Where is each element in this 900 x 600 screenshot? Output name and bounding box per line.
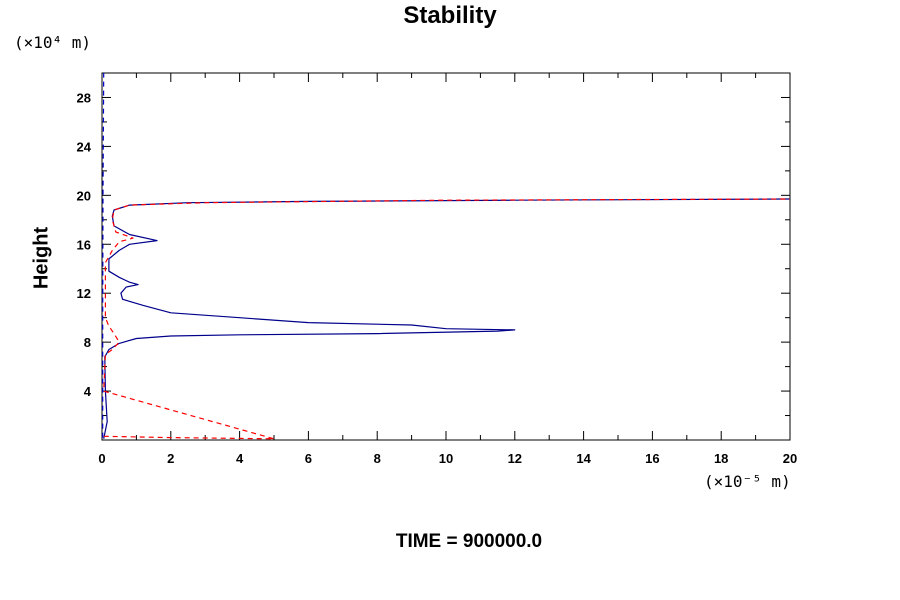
series-line-2 [103, 198, 791, 440]
x-tick-label: 0 [98, 451, 105, 466]
y-tick-label: 12 [77, 286, 91, 301]
y-tick-label: 16 [77, 237, 91, 252]
x-tick-label: 4 [236, 451, 244, 466]
series-line-1 [103, 198, 791, 439]
x-tick-label: 8 [374, 451, 381, 466]
x-tick-label: 2 [167, 451, 174, 466]
x-tick-label: 14 [576, 451, 591, 466]
x-tick-label: 6 [305, 451, 312, 466]
plot-frame [101, 72, 791, 441]
y-unit-label: (×10⁴ m) [14, 33, 92, 52]
series-line-3 [102, 72, 105, 438]
time-footer: TIME = 900000.0 [395, 531, 543, 552]
x-tick-label: 16 [645, 451, 659, 466]
x-tick-label: 10 [439, 451, 453, 466]
y-tick-label: 20 [77, 188, 91, 203]
y-tick-label: 24 [77, 139, 92, 154]
x-unit-label: (×10⁻⁵ m) [704, 472, 791, 491]
y-tick-label: 4 [84, 384, 92, 399]
y-tick-label: 28 [77, 90, 91, 105]
x-tick-label: 18 [714, 451, 728, 466]
x-tick-label: 12 [508, 451, 522, 466]
chart-title: Stability [403, 2, 497, 29]
x-tick-label: 20 [783, 451, 797, 466]
y-tick-label: 8 [84, 335, 91, 350]
